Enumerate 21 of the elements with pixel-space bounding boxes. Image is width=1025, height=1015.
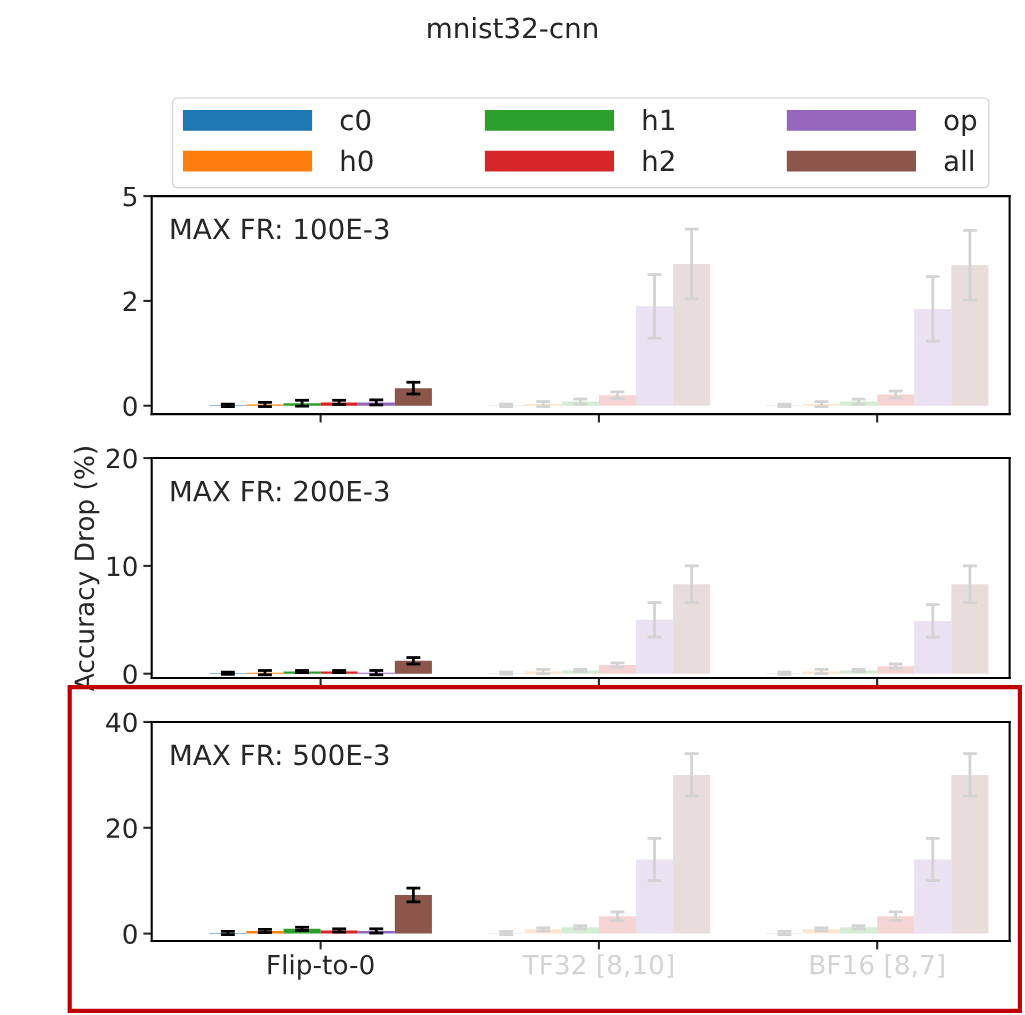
legend-label: c0 bbox=[340, 109, 371, 131]
y-tick-label: 20 bbox=[106, 448, 137, 469]
legend-label: all bbox=[944, 149, 973, 172]
y-axis-title: Accuracy Drop (%) bbox=[73, 447, 100, 692]
legend-label: h1 bbox=[643, 109, 674, 131]
y-tick-label: 20 bbox=[106, 818, 137, 839]
y-tick-label: 0 bbox=[123, 924, 137, 944]
y-tick-label: 0 bbox=[123, 664, 137, 685]
annotation: MAX FR: 500E-3 bbox=[171, 744, 389, 766]
legend-label: h2 bbox=[643, 149, 674, 171]
legend-label: h0 bbox=[341, 149, 373, 172]
chart-title: mnist32-cnn bbox=[428, 17, 597, 39]
y-tick-label: 0 bbox=[123, 396, 137, 417]
annotation: MAX FR: 200E-3 bbox=[171, 480, 389, 502]
legend-label: op bbox=[944, 114, 977, 136]
y-tick-label: 2 bbox=[123, 291, 136, 311]
x-tick-label: Flip-to-0 bbox=[268, 954, 374, 980]
y-tick-label: 5 bbox=[123, 186, 137, 207]
y-tick-label: 40 bbox=[106, 712, 137, 733]
y-tick-label: 10 bbox=[107, 556, 137, 577]
annotation: MAX FR: 100E-3 bbox=[171, 218, 389, 240]
